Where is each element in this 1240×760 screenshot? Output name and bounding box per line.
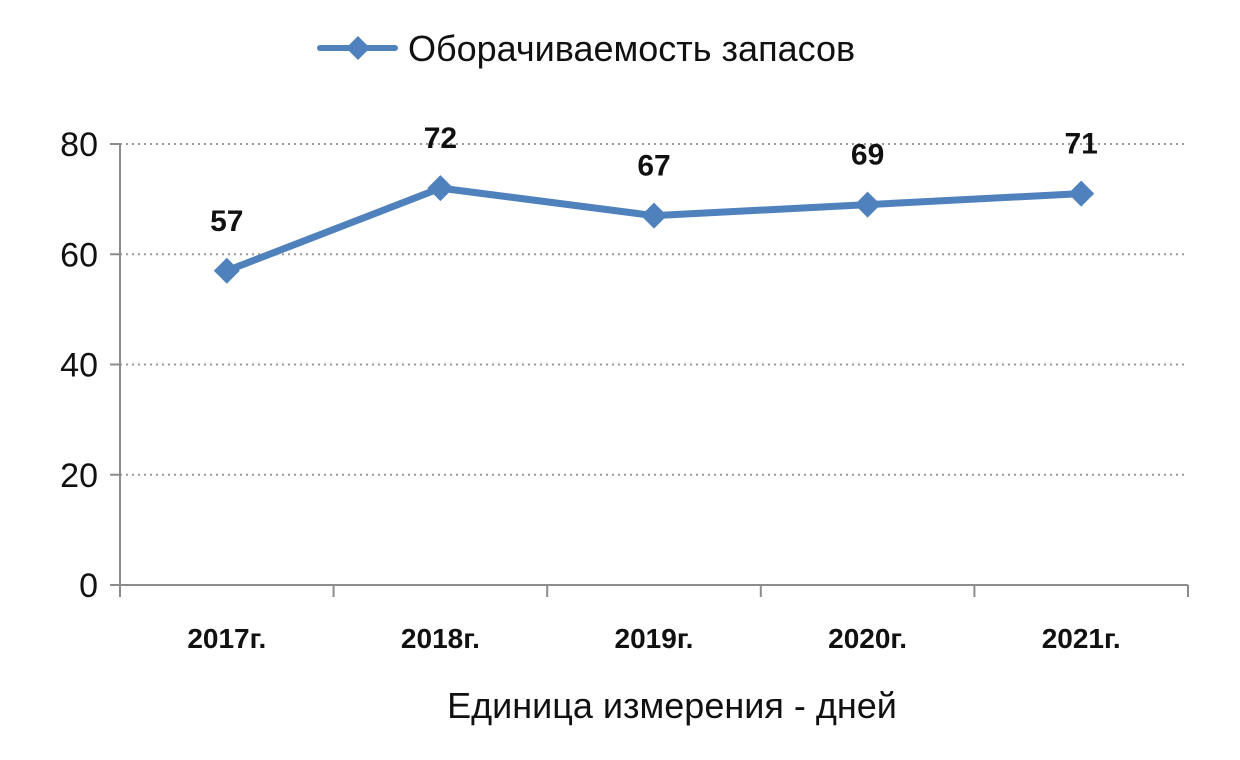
legend-marker [346,36,370,60]
data-point [213,257,240,284]
x-tick-label: 2019г. [615,623,694,654]
x-axis-title: Единица измерения - дней [447,685,897,726]
data-label: 67 [637,150,670,183]
x-tick-label: 2020г. [828,623,907,654]
x-tick-label: 2018г. [401,623,480,654]
data-point [854,191,881,218]
data-point [427,175,454,202]
gridlines [120,143,1188,476]
y-tick-label: 40 [60,347,98,385]
legend: Оборачиваемость запасов [317,28,855,69]
data-point [641,202,667,229]
x-axis-ticks: 2017г. 2018г. 2019г. 2020г. 2021г. [119,585,1189,654]
data-point [1068,180,1095,207]
series-line [223,184,1085,275]
x-tick-label: 2021г. [1042,623,1121,654]
legend-label: Оборачиваемость запасов [408,28,855,69]
y-tick-label: 60 [60,236,98,274]
y-tick-label: 20 [60,457,98,495]
y-tick-label: 0 [79,567,98,605]
x-tick-label: 2017г. [187,623,266,654]
y-tick-label: 80 [60,126,98,164]
data-label: 71 [1065,128,1098,161]
series-layer: 57 72 67 69 71 [210,122,1098,284]
data-label: 57 [210,205,243,238]
y-axis-ticks: 0 20 40 60 80 [60,126,120,605]
data-label: 69 [851,139,884,172]
data-label: 72 [424,122,457,155]
